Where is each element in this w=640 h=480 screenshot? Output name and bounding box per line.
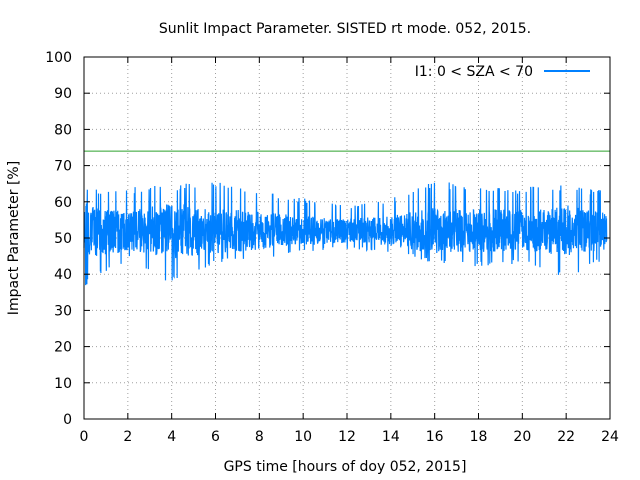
y-tick-label: 60 [54, 195, 72, 211]
x-tick-label: 12 [338, 429, 356, 445]
x-tick-label: 20 [513, 429, 531, 445]
x-axis-label: GPS time [hours of doy 052, 2015] [224, 459, 467, 475]
x-tick-label: 6 [211, 429, 220, 445]
series-line [83, 182, 608, 286]
x-tick-label: 8 [255, 429, 264, 445]
y-tick-label: 30 [54, 303, 72, 319]
y-tick-label: 70 [54, 159, 72, 175]
x-tick-label: 4 [167, 429, 176, 445]
x-tick-label: 24 [601, 429, 619, 445]
x-tick-label: 18 [470, 429, 488, 445]
y-tick-label: 50 [54, 231, 72, 247]
y-tick-label: 40 [54, 267, 72, 283]
x-tick-label: 0 [80, 429, 89, 445]
x-tick-label: 22 [557, 429, 575, 445]
y-tick-label: 80 [54, 122, 72, 138]
y-tick-label: 10 [54, 376, 72, 392]
x-tick-labels: 0 2 4 6 8 10 12 14 16 18 20 22 24 [80, 429, 619, 445]
y-tick-labels: 0 10 20 30 40 50 60 70 80 90 100 [45, 50, 72, 428]
y-tick-label: 0 [63, 412, 72, 428]
y-tick-label: 90 [54, 86, 72, 102]
chart-title: Sunlit Impact Parameter. SISTED rt mode.… [159, 21, 531, 37]
x-tick-label: 14 [382, 429, 400, 445]
y-tick-label: 100 [45, 50, 72, 66]
x-tick-label: 16 [426, 429, 444, 445]
x-tick-label: 10 [294, 429, 312, 445]
legend-label: I1: 0 < SZA < 70 [415, 64, 533, 80]
tick-marks [83, 56, 611, 420]
y-axis-label: Impact Parameter [%] [6, 161, 22, 315]
x-tick-label: 2 [123, 429, 132, 445]
series-layer [83, 182, 608, 286]
legend: I1: 0 < SZA < 70 [415, 64, 590, 80]
y-tick-label: 20 [54, 340, 72, 356]
